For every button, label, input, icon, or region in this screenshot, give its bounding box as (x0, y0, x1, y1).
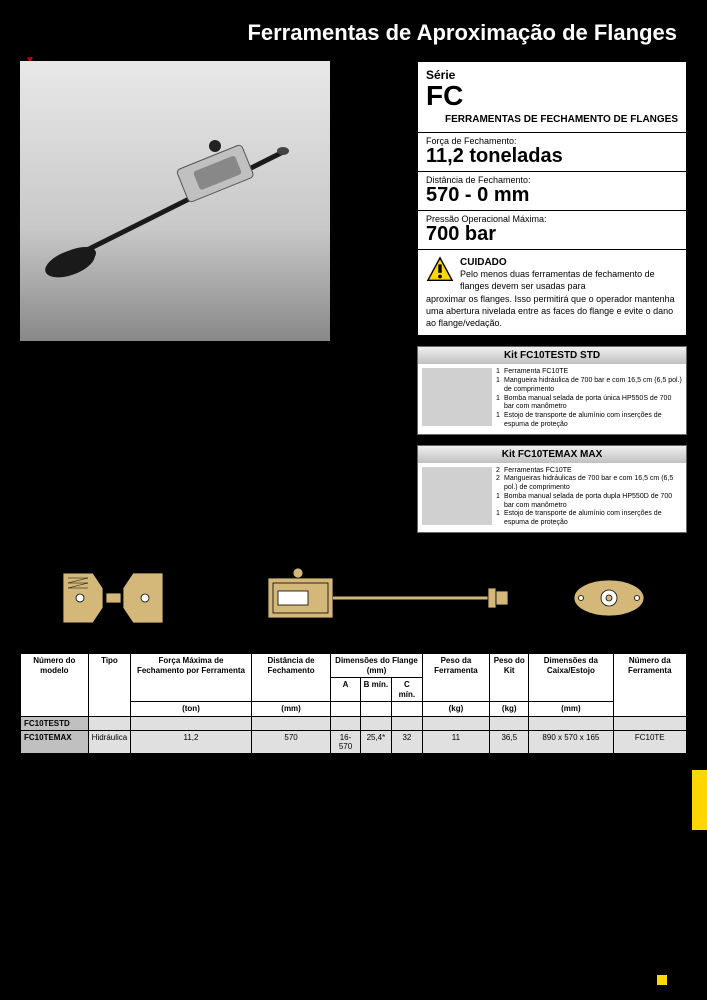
series-subtitle: FERRAMENTAS DE FECHAMENTO DE FLANGES (426, 114, 678, 126)
th-model: Número do modelo (21, 653, 89, 716)
th-b: B mín. (360, 678, 392, 702)
th-unit: (mm) (251, 702, 331, 717)
series-code: FC (426, 82, 678, 110)
warning-title: CUIDADO (460, 256, 678, 269)
technical-diagrams (20, 548, 687, 648)
th-type: Tipo (88, 653, 131, 716)
warning-box: CUIDADO Pelo menos duas ferramentas de f… (417, 250, 687, 336)
kit-item: 1Mangueira hidráulica de 700 bar e com 1… (496, 377, 682, 395)
yellow-dot (657, 975, 667, 985)
th-unit: (mm) (529, 702, 613, 717)
th-unit: (kg) (490, 702, 529, 717)
th-flange: Dimensões do Flange (mm) (331, 653, 422, 677)
kit-list: 2Ferramentas FC10TE2Mangueiras hidráulic… (496, 467, 682, 528)
series-box: Série FC FERRAMENTAS DE FECHAMENTO DE FL… (417, 61, 687, 133)
kit-header: Kit FC10TEMAX MAX (418, 446, 686, 463)
th-kit-weight: Peso do Kit (490, 653, 529, 701)
th-force: Força Máxima de Fechamento por Ferrament… (131, 653, 251, 701)
th-unit: (kg) (422, 702, 490, 717)
th-case: Dimensões da Caixa/Estojo (529, 653, 613, 701)
kit-item: 2Mangueiras hidráulicas de 700 bar e com… (496, 475, 682, 493)
page-title: Ferramentas de Aproximação de Flanges (20, 20, 687, 46)
th-tool-num: Número da Ferramenta (613, 653, 686, 716)
kit-item: 2Ferramentas FC10TE (496, 467, 682, 476)
spec-value: 11,2 toneladas (426, 146, 678, 166)
kit-item: 1Estojo de transporte de alumínio com in… (496, 510, 682, 528)
kit-item: 1Bomba manual selada de porta única HP55… (496, 395, 682, 413)
table-row: FC10TESTD (21, 716, 687, 730)
th-unit: (ton) (131, 702, 251, 717)
spec-table: Número do modelo Tipo Força Máxima de Fe… (20, 653, 687, 754)
th-tool-weight: Peso da Ferramenta (422, 653, 490, 701)
warning-icon (426, 256, 454, 284)
kit-image (422, 467, 492, 525)
spec-distance: Distância de Fechamento: 570 - 0 mm (417, 172, 687, 211)
series-label: Série (426, 68, 678, 82)
th-distance: Distância de Fechamento (251, 653, 331, 701)
kit-std: Kit FC10TESTD STD 1Ferramenta FC10TE1Man… (417, 346, 687, 434)
kit-image (422, 368, 492, 426)
spec-force: Força de Fechamento: 11,2 toneladas (417, 133, 687, 172)
spec-value: 700 bar (426, 224, 678, 244)
spec-value: 570 - 0 mm (426, 185, 678, 205)
kit-header: Kit FC10TESTD STD (418, 347, 686, 364)
th-c: C mín. (392, 678, 422, 702)
kit-list: 1Ferramenta FC10TE1Mangueira hidráulica … (496, 368, 682, 429)
kit-max: Kit FC10TEMAX MAX 2Ferramentas FC10TE2Ma… (417, 445, 687, 533)
th-a: A (331, 678, 360, 702)
warning-text: aproximar os flanges. Isso permitirá que… (426, 294, 675, 327)
table-row: FC10TEMAXHidráulica11,257016-57025,4*321… (21, 730, 687, 753)
spec-pressure: Pressão Operacional Máxima: 700 bar (417, 211, 687, 250)
yellow-side-tab (692, 770, 707, 830)
kit-item: 1Ferramenta FC10TE (496, 368, 682, 377)
kit-item: 1Bomba manual selada de porta dupla HP55… (496, 493, 682, 511)
product-photo (20, 61, 330, 341)
kit-item: 1Estojo de transporte de alumínio com in… (496, 412, 682, 430)
warning-text-lead: Pelo menos duas ferramentas de fechament… (460, 269, 655, 291)
